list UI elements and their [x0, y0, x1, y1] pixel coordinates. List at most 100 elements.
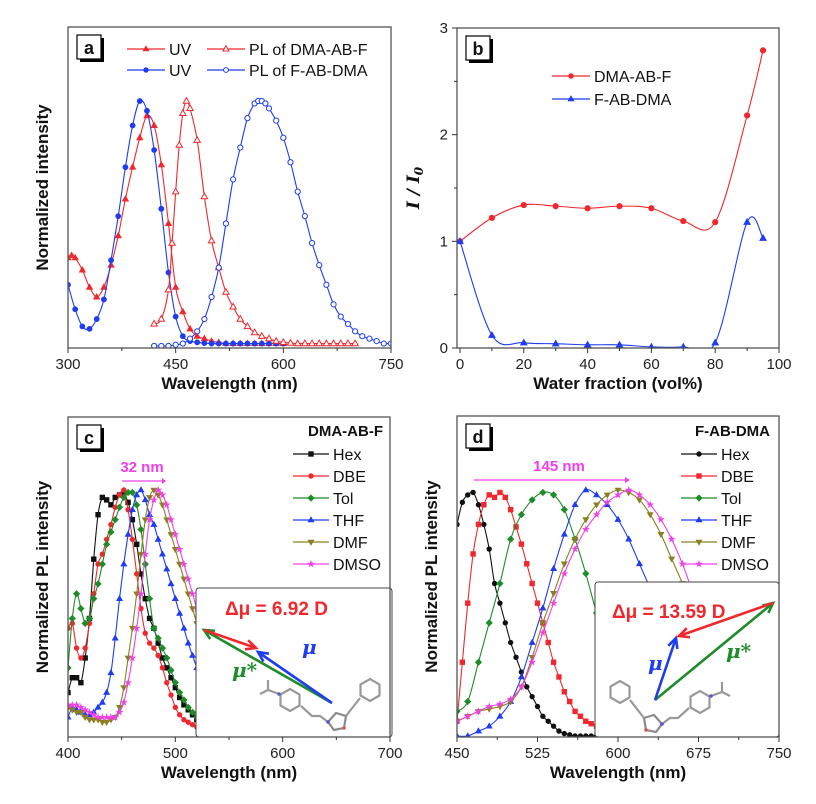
data-point	[712, 219, 719, 226]
data-point	[561, 730, 568, 737]
data-point	[151, 147, 158, 153]
legend-label: PL of DMA-AB-F	[249, 42, 368, 59]
data-point	[167, 580, 175, 587]
data-point	[179, 307, 187, 315]
data-point	[571, 536, 579, 544]
data-point	[330, 301, 337, 308]
data-point	[560, 506, 568, 514]
mu-arrow	[257, 650, 333, 705]
legend-label: DMF	[721, 535, 756, 552]
data-point	[82, 645, 88, 651]
legend-label: DBE	[721, 469, 754, 486]
y-axis-label: Normalized intensity	[33, 104, 52, 271]
data-point	[552, 203, 559, 210]
data-point	[222, 44, 230, 52]
data-point	[194, 328, 201, 335]
data-point	[359, 333, 366, 340]
data-point	[188, 651, 197, 658]
data-point	[566, 698, 573, 705]
bond	[661, 707, 690, 725]
data-point	[73, 709, 81, 717]
data-point	[572, 733, 578, 737]
data-point	[528, 638, 536, 645]
legend-label: DMF	[333, 535, 368, 552]
data-point	[185, 103, 195, 112]
data-point	[108, 502, 114, 508]
data-point	[180, 696, 188, 704]
data-point	[615, 340, 624, 348]
data-point	[176, 688, 184, 697]
x-tick-label: 300	[55, 356, 80, 373]
data-point	[481, 521, 487, 528]
data-point	[519, 338, 528, 346]
data-point	[165, 342, 172, 348]
series-pl-of-dma-ab-f	[150, 96, 360, 347]
data-point	[593, 491, 601, 498]
oxygen-atom	[644, 728, 648, 732]
shift-annotation: 145 nm	[474, 458, 630, 483]
data-point	[98, 698, 106, 705]
data-point	[491, 580, 498, 587]
data-point	[517, 510, 526, 519]
y-axis-label: Normalized PL intensity	[33, 480, 52, 673]
data-point	[264, 334, 274, 342]
data-point	[308, 240, 316, 247]
y-label-subscript: 0	[412, 166, 426, 175]
data-point	[77, 709, 85, 717]
data-point	[307, 539, 315, 546]
data-point	[539, 488, 547, 497]
data-point	[592, 510, 601, 518]
data-point	[507, 639, 514, 646]
data-point	[457, 707, 461, 716]
data-point	[79, 323, 86, 330]
delta-mu-label: Δμ = 13.59 D	[612, 602, 725, 623]
data-point	[207, 236, 216, 244]
x-tick-label: 450	[163, 356, 188, 373]
data-point	[743, 112, 751, 119]
data-point	[244, 340, 251, 347]
data-point	[208, 293, 215, 301]
data-point	[584, 205, 591, 212]
data-point	[103, 719, 111, 726]
data-point	[181, 717, 187, 723]
data-point	[250, 328, 259, 336]
series-line	[459, 50, 764, 242]
legend-label: UV	[169, 63, 192, 80]
data-point	[89, 710, 98, 719]
shift-label: 32 nm	[120, 459, 163, 476]
data-point	[136, 98, 143, 104]
x-tick-label: 600	[271, 356, 296, 373]
series-uv	[68, 98, 287, 347]
series-line	[457, 491, 619, 712]
series-group	[457, 47, 767, 348]
bond	[629, 699, 645, 719]
oxazole-ring	[326, 711, 348, 732]
legend-label: THF	[721, 513, 752, 530]
data-point	[560, 569, 569, 578]
data-point	[567, 95, 575, 102]
legend-label: Hex	[721, 447, 749, 464]
y-axis-label: Normalized PL intensity	[422, 480, 441, 673]
data-point	[141, 550, 150, 558]
data-point	[759, 233, 767, 241]
data-point	[488, 214, 496, 221]
data-point	[188, 708, 197, 716]
data-point	[513, 654, 519, 660]
mu-arrow-head	[667, 635, 679, 650]
data-point	[145, 595, 154, 603]
data-point	[646, 500, 655, 509]
data-point	[487, 330, 496, 338]
data-point	[588, 733, 594, 737]
data-point	[72, 700, 81, 709]
data-point	[244, 115, 251, 122]
data-point	[635, 559, 643, 567]
data-point	[495, 699, 504, 708]
data-point	[352, 328, 359, 335]
data-point	[155, 652, 161, 659]
data-point	[164, 679, 170, 686]
data-point	[182, 96, 191, 104]
molecule-structure	[259, 677, 381, 732]
data-point	[373, 338, 380, 345]
data-point	[581, 525, 590, 533]
x-tick-label: 525	[525, 745, 550, 762]
